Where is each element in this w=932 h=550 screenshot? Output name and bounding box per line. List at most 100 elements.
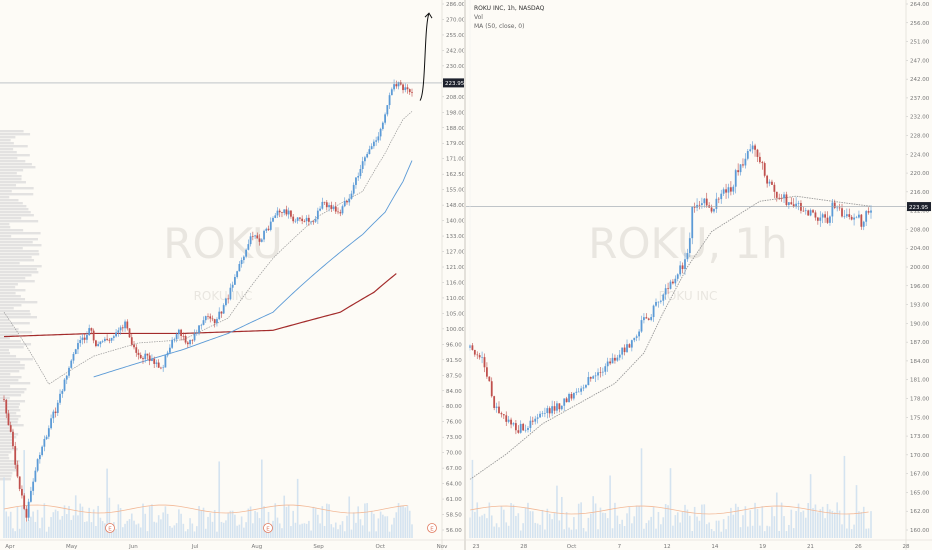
y-tick-label: 171.00	[446, 157, 466, 163]
candle-body	[406, 87, 409, 90]
volume-profile-bar	[0, 439, 13, 442]
volume-bar	[195, 526, 198, 538]
legend-vol[interactable]: Vol	[474, 14, 483, 21]
candle-body	[807, 210, 810, 216]
volume-bar	[618, 524, 621, 538]
volume-profile-bar	[0, 367, 25, 370]
x-tick-label: Nov	[437, 544, 448, 550]
earnings-marker	[427, 523, 437, 533]
candle-body	[180, 329, 182, 336]
volume-bar	[171, 527, 173, 538]
candle-body	[809, 210, 812, 216]
volume-bar	[650, 516, 652, 538]
candle-body	[601, 371, 604, 373]
candle-body	[684, 259, 686, 270]
candle-body	[247, 244, 250, 250]
volume-bar	[846, 528, 848, 538]
volume-bar	[391, 524, 393, 538]
candle-body	[316, 210, 319, 220]
volume-bar	[655, 528, 657, 538]
candle-body	[691, 206, 694, 239]
volume-profile-bar	[0, 199, 19, 202]
volume-bar	[285, 506, 288, 538]
volume-profile-bar	[0, 220, 39, 223]
y-tick-label: 105.00	[446, 311, 466, 317]
volume-profile-bar	[0, 379, 19, 382]
volume-bar	[788, 524, 790, 538]
hourly-chart-canvas[interactable]: ROKU, 1h ROKU INC 264.00 256.00 251.00 247.00…	[466, 0, 932, 550]
candle-body	[848, 214, 851, 217]
volume-profile-bar	[0, 232, 41, 235]
volume-bar	[57, 511, 59, 538]
candle-body	[390, 89, 393, 96]
candle-body	[184, 335, 187, 343]
candle-body	[775, 191, 778, 198]
volume-bar	[164, 506, 167, 538]
candle-body	[758, 156, 761, 163]
volume-profile-bar	[0, 346, 24, 349]
y-tick-label: 170.00	[910, 453, 930, 459]
candle-body	[310, 221, 313, 223]
candle-body	[52, 411, 55, 419]
volume-profile-bar	[0, 142, 14, 145]
symbol-title[interactable]: ROKU INC, 1h, NASDAQ	[474, 5, 545, 12]
candle-body	[21, 488, 23, 496]
candle-body	[218, 311, 221, 320]
volume-profile-bar	[0, 247, 23, 250]
volume-bar	[166, 513, 169, 538]
volume-bar	[252, 523, 254, 538]
candle-body	[483, 357, 486, 368]
candle-body	[715, 198, 718, 209]
last-price-label: 223.95	[445, 81, 465, 87]
watermark-company: ROKU INC	[659, 289, 718, 303]
candle-body	[126, 321, 129, 329]
volume-profile-bar	[0, 274, 32, 277]
volume-bar	[763, 531, 766, 538]
pane-divider[interactable]	[464, 0, 466, 550]
volume-bar	[602, 512, 604, 538]
x-tick-label: 28	[903, 544, 910, 550]
volume-bar	[12, 528, 14, 538]
volume-bar	[348, 496, 351, 538]
x-tick-label: 28	[520, 544, 527, 550]
volume-bar	[708, 522, 710, 538]
candle-body	[819, 217, 822, 221]
volume-bar	[599, 507, 602, 538]
earnings-label: E	[430, 527, 434, 533]
x-tick-label: Jun	[128, 544, 138, 550]
candle-body	[725, 189, 727, 193]
volume-bar	[826, 503, 829, 538]
x-tick-label: Aug	[251, 544, 262, 550]
candle-body	[115, 332, 117, 337]
legend-ma[interactable]: MA (50, close, 0)	[474, 23, 525, 30]
volume-profile-bar	[0, 130, 24, 133]
candle-body	[245, 249, 248, 257]
volume-bar	[88, 507, 90, 538]
hourly-chart-pane[interactable]: ROKU, 1h ROKU INC 264.00 256.00 251.00 247.00…	[466, 0, 932, 550]
candle-body	[565, 398, 568, 403]
daily-chart-canvas[interactable]: ROKU ROKU INC 286.00 270.00 255.00 242.00 230.…	[0, 0, 466, 550]
volume-bar	[616, 515, 619, 538]
candle-body	[290, 210, 292, 217]
volume-profile-bar	[0, 172, 17, 175]
candle-body	[312, 221, 315, 223]
volume-bar	[858, 511, 860, 538]
candle-body	[325, 202, 328, 208]
volume-bar	[18, 528, 21, 538]
earnings-label: E	[108, 527, 112, 533]
volume-bar	[74, 495, 77, 538]
candle-body	[216, 319, 218, 324]
candle-body	[710, 207, 713, 212]
candle-body	[16, 464, 19, 477]
candle-body	[645, 317, 648, 319]
volume-bar	[317, 514, 319, 538]
y-tick-label: 187.00	[910, 340, 930, 346]
candle-body	[676, 274, 679, 279]
y-tick-label: 264.00	[910, 2, 930, 8]
y-tick-label: 87.50	[446, 373, 462, 379]
candle-body	[337, 211, 339, 213]
candle-body	[522, 423, 525, 431]
volume-bar	[258, 518, 261, 538]
daily-chart-pane[interactable]: ROKU ROKU INC 286.00 270.00 255.00 242.00 230.…	[0, 0, 466, 550]
candle-body	[742, 164, 744, 166]
